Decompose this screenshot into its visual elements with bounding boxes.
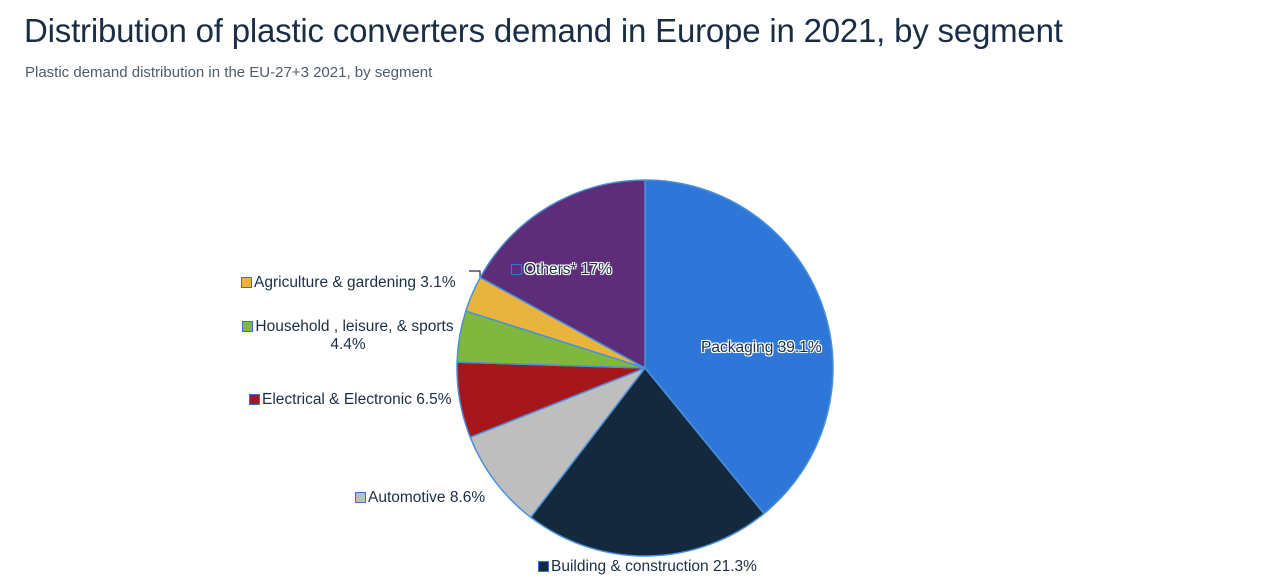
agriculture-legend-swatch-icon <box>241 277 252 288</box>
pie-slice-6 <box>479 179 646 369</box>
label-building: Building & construction 21.3% <box>538 558 757 576</box>
packaging-label-text: Packaging 39.1% <box>701 339 822 356</box>
others-label-text: Others* 17% <box>524 261 612 278</box>
electrical-legend-swatch-icon <box>249 394 260 405</box>
label-agriculture: Agriculture & gardening 3.1% <box>241 274 456 292</box>
label-electrical: Electrical & Electronic 6.5% <box>249 391 452 409</box>
electrical-label-text: Electrical & Electronic 6.5% <box>262 391 452 408</box>
label-automotive: Automotive 8.6% <box>355 489 485 507</box>
pie-slice-0 <box>644 179 834 515</box>
household-label-text: Household , leisure, & sports 4.4% <box>255 318 454 354</box>
label-packaging: Packaging 39.1% <box>701 339 822 357</box>
building-label-text: Building & construction 21.3% <box>551 558 757 575</box>
others-legend-swatch-icon <box>511 264 522 275</box>
household-legend-swatch-icon <box>242 321 254 332</box>
label-household: Household , leisure, & sports 4.4% <box>229 318 467 355</box>
automotive-label-text: Automotive 8.6% <box>368 489 486 506</box>
building-legend-swatch-icon <box>538 561 549 572</box>
pie-slice-1 <box>529 367 765 557</box>
page-subtitle: Plastic demand distribution in the EU-27… <box>25 64 433 81</box>
pie-slice-2 <box>469 367 646 519</box>
automotive-legend-swatch-icon <box>355 492 366 503</box>
label-others: Others* 17% <box>511 261 612 279</box>
page-title: Distribution of plastic converters deman… <box>24 12 1063 49</box>
agriculture-label-text: Agriculture & gardening 3.1% <box>254 274 456 291</box>
